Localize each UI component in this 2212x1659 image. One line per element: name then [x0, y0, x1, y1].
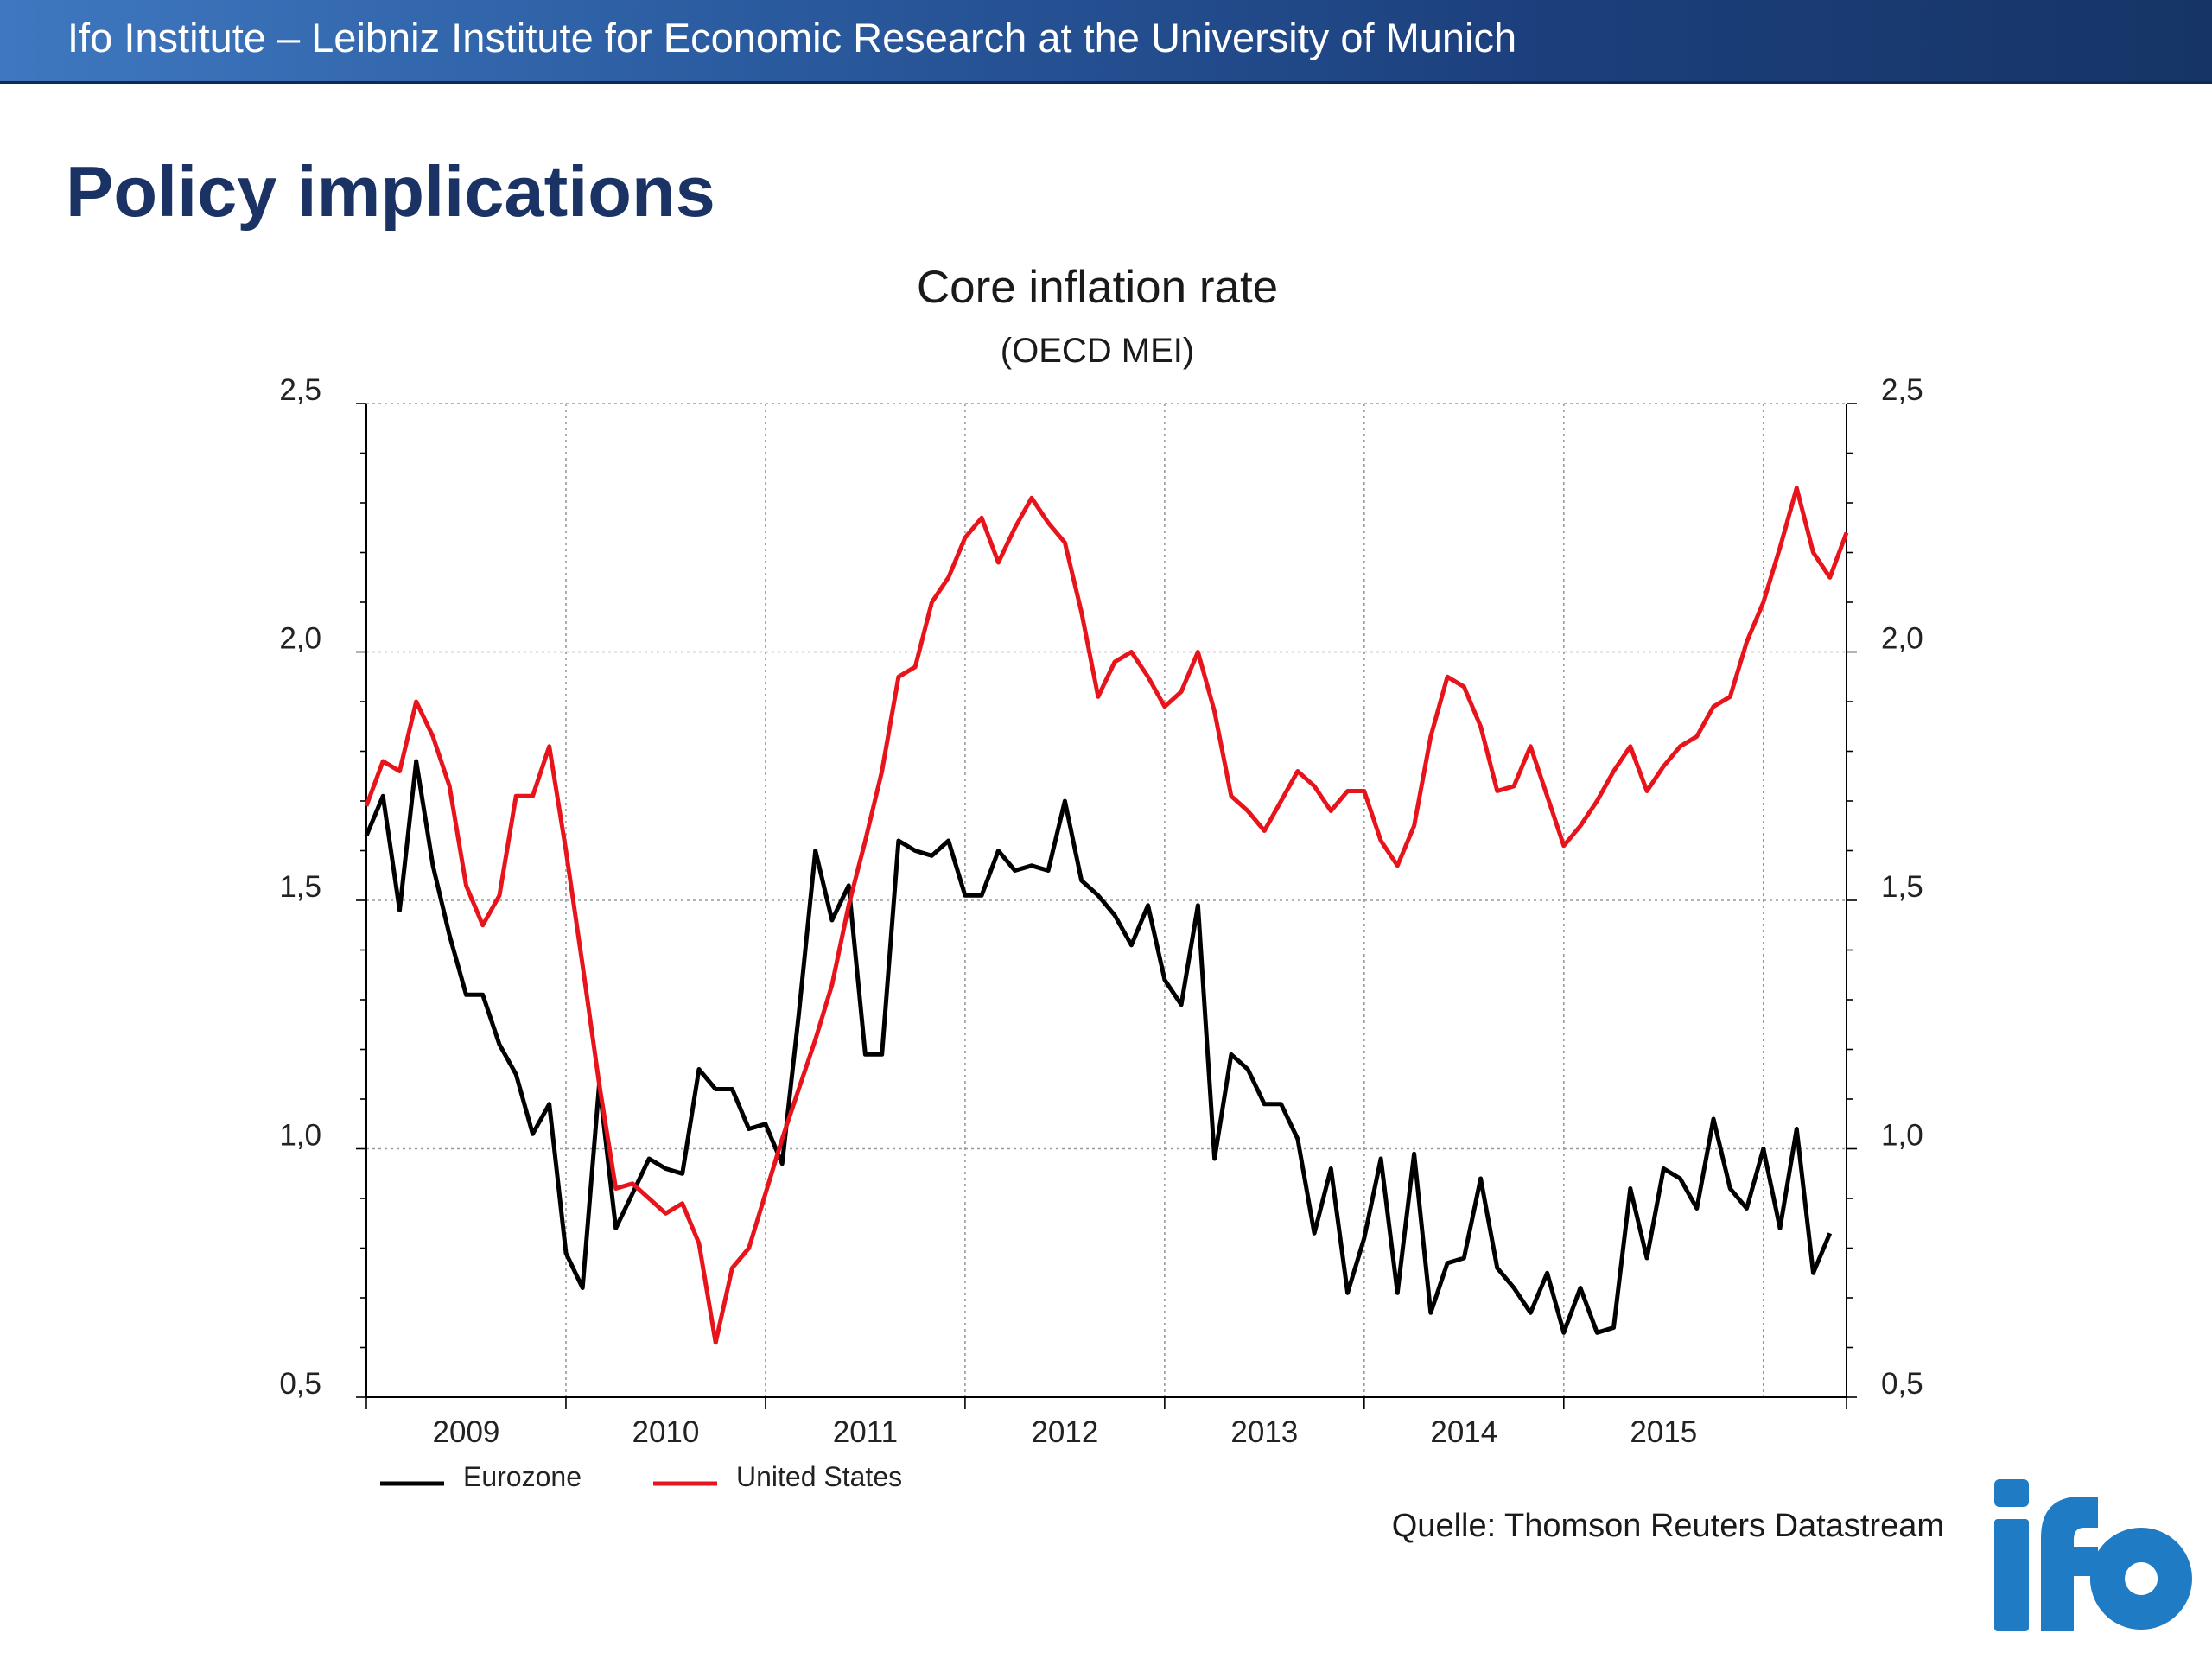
x-tick-label: 2012	[1031, 1415, 1098, 1449]
legend-label: Eurozone	[463, 1461, 582, 1492]
header-bar: Ifo Institute – Leibniz Institute for Ec…	[0, 0, 2212, 84]
y-tick-label-right: 1,5	[1881, 870, 1923, 904]
chart-title: Core inflation rate	[916, 262, 1279, 313]
header-title: Ifo Institute – Leibniz Institute for Ec…	[67, 15, 1517, 60]
page-title: Policy implications	[66, 151, 715, 232]
legend-label: United States	[736, 1461, 902, 1492]
y-tick-label-left: 2,5	[279, 373, 321, 407]
y-tick-label-left: 0,5	[279, 1367, 321, 1401]
source-note: Quelle: Thomson Reuters Datastream	[1391, 1508, 1944, 1544]
y-tick-label-right: 0,5	[1881, 1367, 1923, 1401]
series-line-united-states	[364, 486, 1849, 1345]
y-tick-label-right: 2,5	[1881, 373, 1923, 407]
y-tick-label-left: 1,5	[279, 870, 321, 904]
x-tick-label: 2010	[632, 1415, 700, 1449]
y-tick-label-right: 1,0	[1881, 1119, 1923, 1153]
x-tick-label: 2014	[1430, 1415, 1497, 1449]
x-tick-label: 2009	[433, 1415, 500, 1449]
ifo-logo	[1994, 1479, 2192, 1631]
series-line-eurozone	[364, 759, 1833, 1335]
x-tick-label: 2011	[833, 1415, 898, 1449]
y-tick-label-left: 2,0	[279, 622, 321, 656]
x-tick-label: 2013	[1230, 1415, 1298, 1449]
y-tick-label-right: 2,0	[1881, 622, 1923, 656]
chart-subtitle: (OECD MEI)	[1000, 332, 1195, 370]
y-tick-label-left: 1,0	[279, 1119, 321, 1153]
x-tick-label: 2015	[1630, 1415, 1697, 1449]
